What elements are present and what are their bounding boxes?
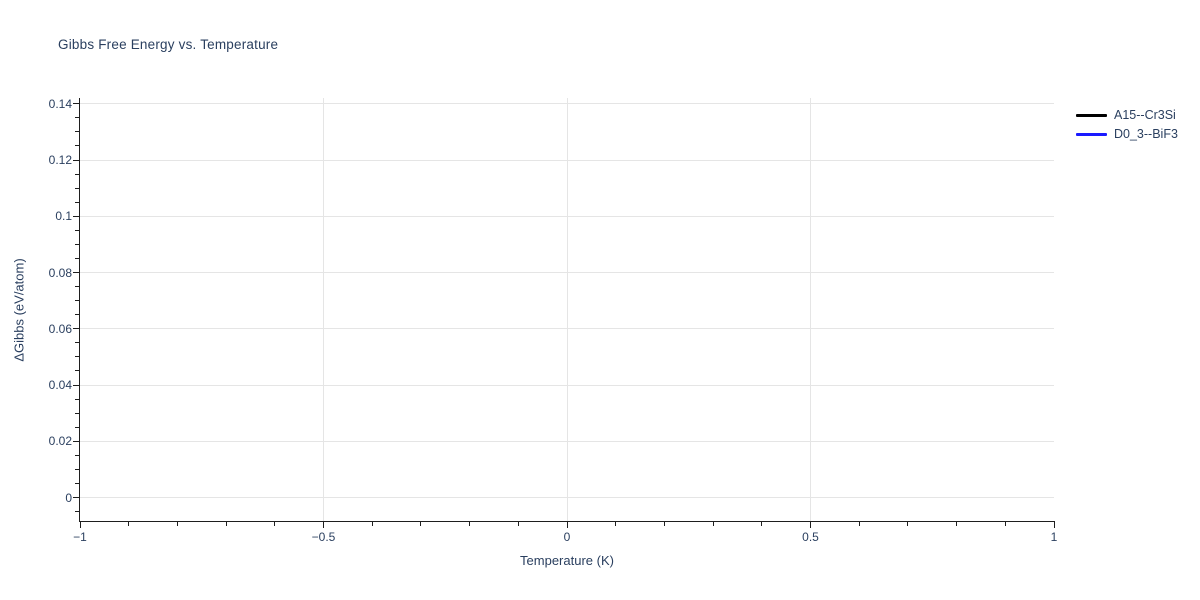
y-minor-tick: [75, 173, 79, 175]
x-major-tick: [1053, 522, 1055, 528]
y-minor-tick: [75, 187, 79, 189]
x-tick-label: −0.5: [311, 530, 336, 544]
y-major-tick: [73, 384, 79, 386]
y-minor-tick: [75, 145, 79, 147]
x-minor-tick: [712, 522, 714, 526]
x-tick-label: 0: [563, 530, 571, 544]
y-major-tick: [73, 497, 79, 498]
y-minor-tick: [75, 426, 79, 428]
y-major-tick: [73, 215, 79, 217]
chart-title: Gibbs Free Energy vs. Temperature: [58, 37, 279, 52]
x-major-tick: [810, 522, 811, 528]
legend-line-swatch: [1076, 133, 1107, 136]
x-minor-tick: [469, 522, 471, 526]
x-tick-label: 1: [1050, 530, 1058, 544]
x-minor-tick: [663, 522, 665, 526]
legend-item: D0_3--BiF3: [1076, 125, 1178, 144]
y-tick-label: 0: [65, 490, 72, 505]
x-axis-title: Temperature (K): [520, 553, 614, 568]
y-minor-tick: [75, 482, 79, 484]
y-minor-tick: [75, 370, 79, 372]
y-minor-tick: [75, 117, 79, 119]
y-minor-tick: [75, 229, 79, 231]
y-minor-tick: [75, 356, 79, 358]
x-major-tick: [566, 522, 568, 528]
y-minor-tick: [75, 314, 79, 316]
x-gridline: [810, 98, 811, 521]
y-axis-title: ΔGibbs (eV/atom): [11, 258, 27, 362]
y-major-tick: [73, 440, 79, 442]
y-minor-tick: [75, 398, 79, 400]
y-tick-label: 0.1: [55, 209, 72, 224]
y-minor-tick: [75, 454, 79, 456]
x-minor-tick: [907, 522, 909, 526]
legend-line-swatch: [1076, 114, 1107, 117]
y-major-tick: [73, 328, 79, 330]
legend-label: D0_3--BiF3: [1114, 127, 1178, 141]
y-minor-tick: [75, 286, 79, 288]
x-minor-tick: [517, 522, 519, 526]
y-minor-tick: [75, 243, 79, 245]
x-major-tick: [323, 522, 324, 528]
y-major-tick: [73, 159, 79, 161]
y-minor-tick: [75, 342, 79, 344]
plot-area: [79, 98, 1055, 522]
y-minor-tick: [75, 257, 79, 259]
x-minor-tick: [858, 522, 860, 526]
x-minor-tick: [371, 522, 373, 526]
legend: A15--Cr3Si D0_3--BiF3: [1076, 106, 1178, 144]
y-minor-tick: [75, 131, 79, 133]
y-tick-label: 0.02: [48, 434, 72, 449]
y-tick-label: 0.06: [48, 321, 72, 336]
x-minor-tick: [956, 522, 958, 526]
x-minor-tick: [615, 522, 617, 526]
y-major-tick: [73, 103, 79, 105]
x-minor-tick: [420, 522, 422, 526]
y-minor-tick: [75, 511, 79, 513]
y-minor-tick: [75, 300, 79, 302]
y-tick-label: 0.04: [48, 378, 72, 392]
x-minor-tick: [176, 522, 178, 526]
x-minor-tick: [128, 522, 130, 526]
y-minor-tick: [75, 468, 79, 470]
x-minor-tick: [761, 522, 763, 526]
y-tick-label: 0.14: [48, 96, 72, 111]
y-tick-label: 0.12: [48, 153, 72, 168]
x-minor-tick: [225, 522, 227, 526]
legend-item: A15--Cr3Si: [1076, 106, 1178, 125]
x-minor-tick: [274, 522, 276, 526]
x-gridline: [323, 98, 324, 521]
legend-label: A15--Cr3Si: [1114, 108, 1176, 122]
x-gridline: [566, 98, 568, 521]
y-major-tick: [73, 272, 79, 274]
y-tick-label: 0.08: [48, 265, 72, 280]
y-minor-tick: [75, 201, 79, 203]
x-tick-label: −1: [73, 530, 87, 544]
x-tick-label: 0.5: [802, 530, 819, 544]
y-minor-tick: [75, 412, 79, 414]
x-major-tick: [79, 522, 81, 528]
x-minor-tick: [1004, 522, 1006, 526]
